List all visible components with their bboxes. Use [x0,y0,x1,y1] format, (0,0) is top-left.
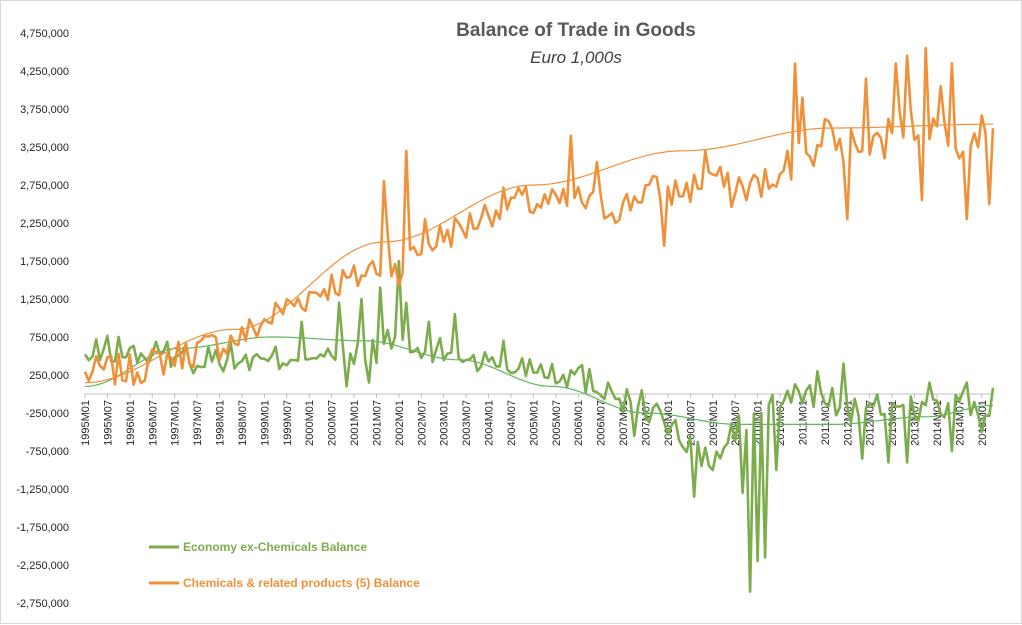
trend-line-economy [84,336,994,425]
trend-line-chemicals [84,123,993,384]
y-tick-label: -1,750,000 [16,522,69,534]
x-tick-label: 1996M01 [125,400,137,446]
x-tick-label: 2006M07 [596,400,608,446]
y-tick-label: -1,250,000 [16,484,69,496]
y-tick-label: 2,250,000 [20,218,69,230]
x-tick-label: 2014M07 [954,400,966,446]
y-tick-label: 2,750,000 [20,180,69,192]
y-tick-label: 4,250,000 [20,66,69,78]
x-tick-label: 2003M01 [439,400,451,446]
y-tick-label: 3,250,000 [20,142,69,154]
y-tick-label: -2,250,000 [16,560,69,572]
x-tick-label: 2007M01 [618,400,630,446]
y-tick-label: -2,750,000 [16,598,69,610]
y-tick-label: 3,750,000 [20,104,69,116]
x-tick-label: 2012M01 [842,400,854,446]
legend-label-economy: Economy ex-Chemicals Balance [183,540,367,554]
x-tick-label: 2012M07 [865,400,877,446]
x-tick-label: 2011M01 [797,400,809,445]
y-tick-label: 1,750,000 [20,256,69,268]
x-tick-label: 2002M07 [416,400,428,446]
x-tick-label: 1997M01 [170,400,182,446]
chart-subtitle: Euro 1,000s [530,48,622,67]
x-tick-label: 1998M01 [215,400,227,446]
y-axis: 4,750,000 4,250,000 3,750,000 3,250,000 2,75… [16,28,69,610]
legend: Economy ex-Chemicals Balance Chemicals &… [149,540,420,590]
y-tick-label: 250,000 [29,370,69,382]
series-line-economy [83,259,995,593]
y-tick-label: -750,000 [26,446,69,458]
x-tick-label: 2005M01 [528,400,540,446]
chart-title: Balance of Trade in Goods [456,20,696,41]
x-tick-label: 1998M07 [237,400,249,446]
x-tick-label: 2001M01 [349,400,361,446]
x-tick-label: 1999M01 [259,400,271,446]
y-tick-label: 750,000 [29,332,69,344]
y-tick-label: 1,250,000 [20,294,69,306]
x-tick-label: 1999M07 [282,400,294,446]
plot-area [83,46,995,593]
x-tick-label: 1997M07 [192,400,204,446]
x-tick-label: 2000M07 [327,400,339,446]
x-tick-label: 2007M07 [640,400,652,446]
x-tick-label: 2002M01 [394,400,406,446]
x-tick-label: 2004M01 [484,400,496,446]
x-tick-label: 2011M07 [820,400,832,445]
x-tick-label: 2000M01 [304,400,316,446]
x-tick-label: 1996M07 [147,400,159,446]
y-tick-label: -250,000 [26,408,69,420]
x-tick-label: 2008M07 [685,400,697,446]
x-tick-label: 2004M07 [506,400,518,446]
x-tick-label: 2001M07 [371,400,383,446]
y-tick-label: 4,750,000 [20,28,69,40]
legend-label-chemicals: Chemicals & related products (5) Balance [183,576,420,590]
x-tick-label: 2008M01 [663,400,675,446]
x-tick-label: 1995M01 [80,400,92,446]
series-line-chemicals [83,46,995,386]
x-tick-label: 2003M07 [461,400,473,446]
x-tick-label: 1995M07 [102,400,114,446]
x-tick-label: 2005M07 [551,400,563,446]
x-tick-label: 2006M01 [573,400,585,446]
